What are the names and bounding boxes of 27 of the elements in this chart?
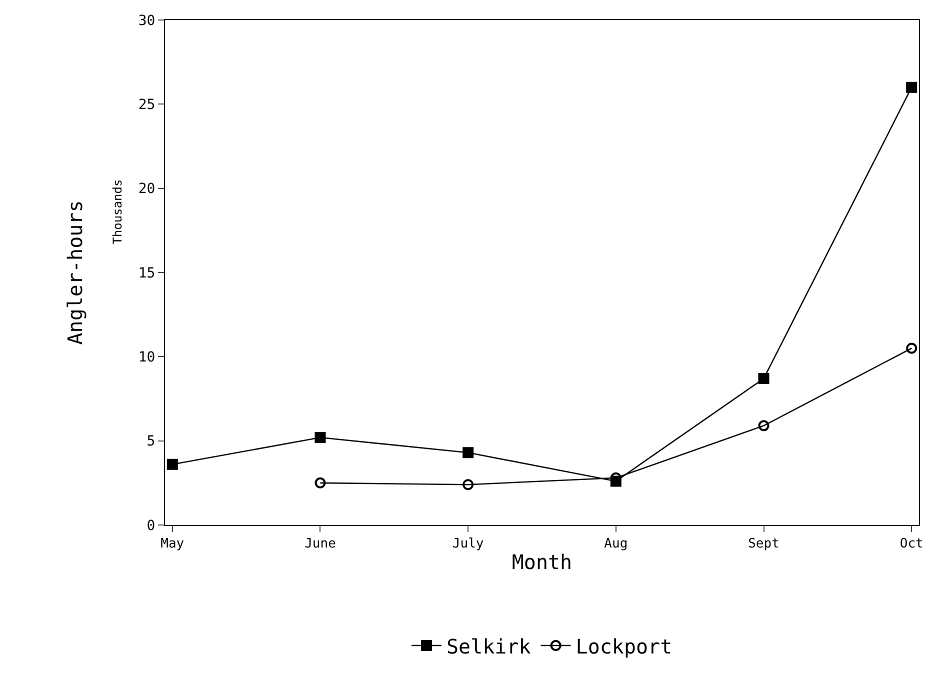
y-tick-label: 10: [138, 350, 156, 366]
point: [462, 447, 474, 458]
point: [906, 82, 918, 93]
x-tick-label: Aug: [604, 536, 628, 552]
x-tick-label: June: [304, 536, 336, 552]
y-tick-label: 15: [138, 265, 156, 282]
point: [758, 373, 770, 384]
y-tick-label: 20: [138, 181, 156, 198]
point: [314, 477, 326, 488]
point: [166, 458, 178, 470]
x-tick-label: Oct: [900, 536, 924, 552]
legend-label: Selkirk: [446, 634, 531, 658]
y-tick-label: 25: [138, 97, 156, 114]
x-tick-label: July: [452, 536, 484, 552]
x-axis-title: Month: [512, 550, 572, 574]
y-tick-label: 0: [146, 518, 156, 534]
x-tick-label: Sept: [748, 536, 780, 552]
y-tick-label: 30: [138, 12, 156, 29]
y-tick-label: 5: [146, 434, 156, 450]
point: [462, 479, 474, 490]
point: [314, 432, 326, 443]
x-tick-label: May: [160, 536, 184, 552]
point: [906, 342, 918, 354]
text: Thousands: [110, 179, 125, 244]
point: [758, 420, 770, 432]
legend-label: Lockport: [576, 634, 672, 658]
y-axis-title: Angler-hours: [62, 200, 87, 345]
